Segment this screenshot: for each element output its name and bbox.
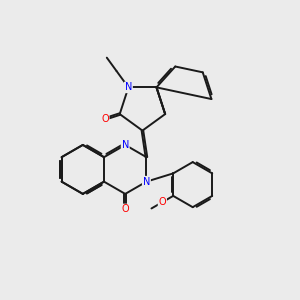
Text: N: N	[143, 177, 150, 187]
Text: O: O	[122, 204, 129, 214]
Text: O: O	[158, 197, 166, 207]
Text: N: N	[125, 82, 132, 92]
Text: N: N	[122, 140, 129, 150]
Text: O: O	[101, 114, 109, 124]
